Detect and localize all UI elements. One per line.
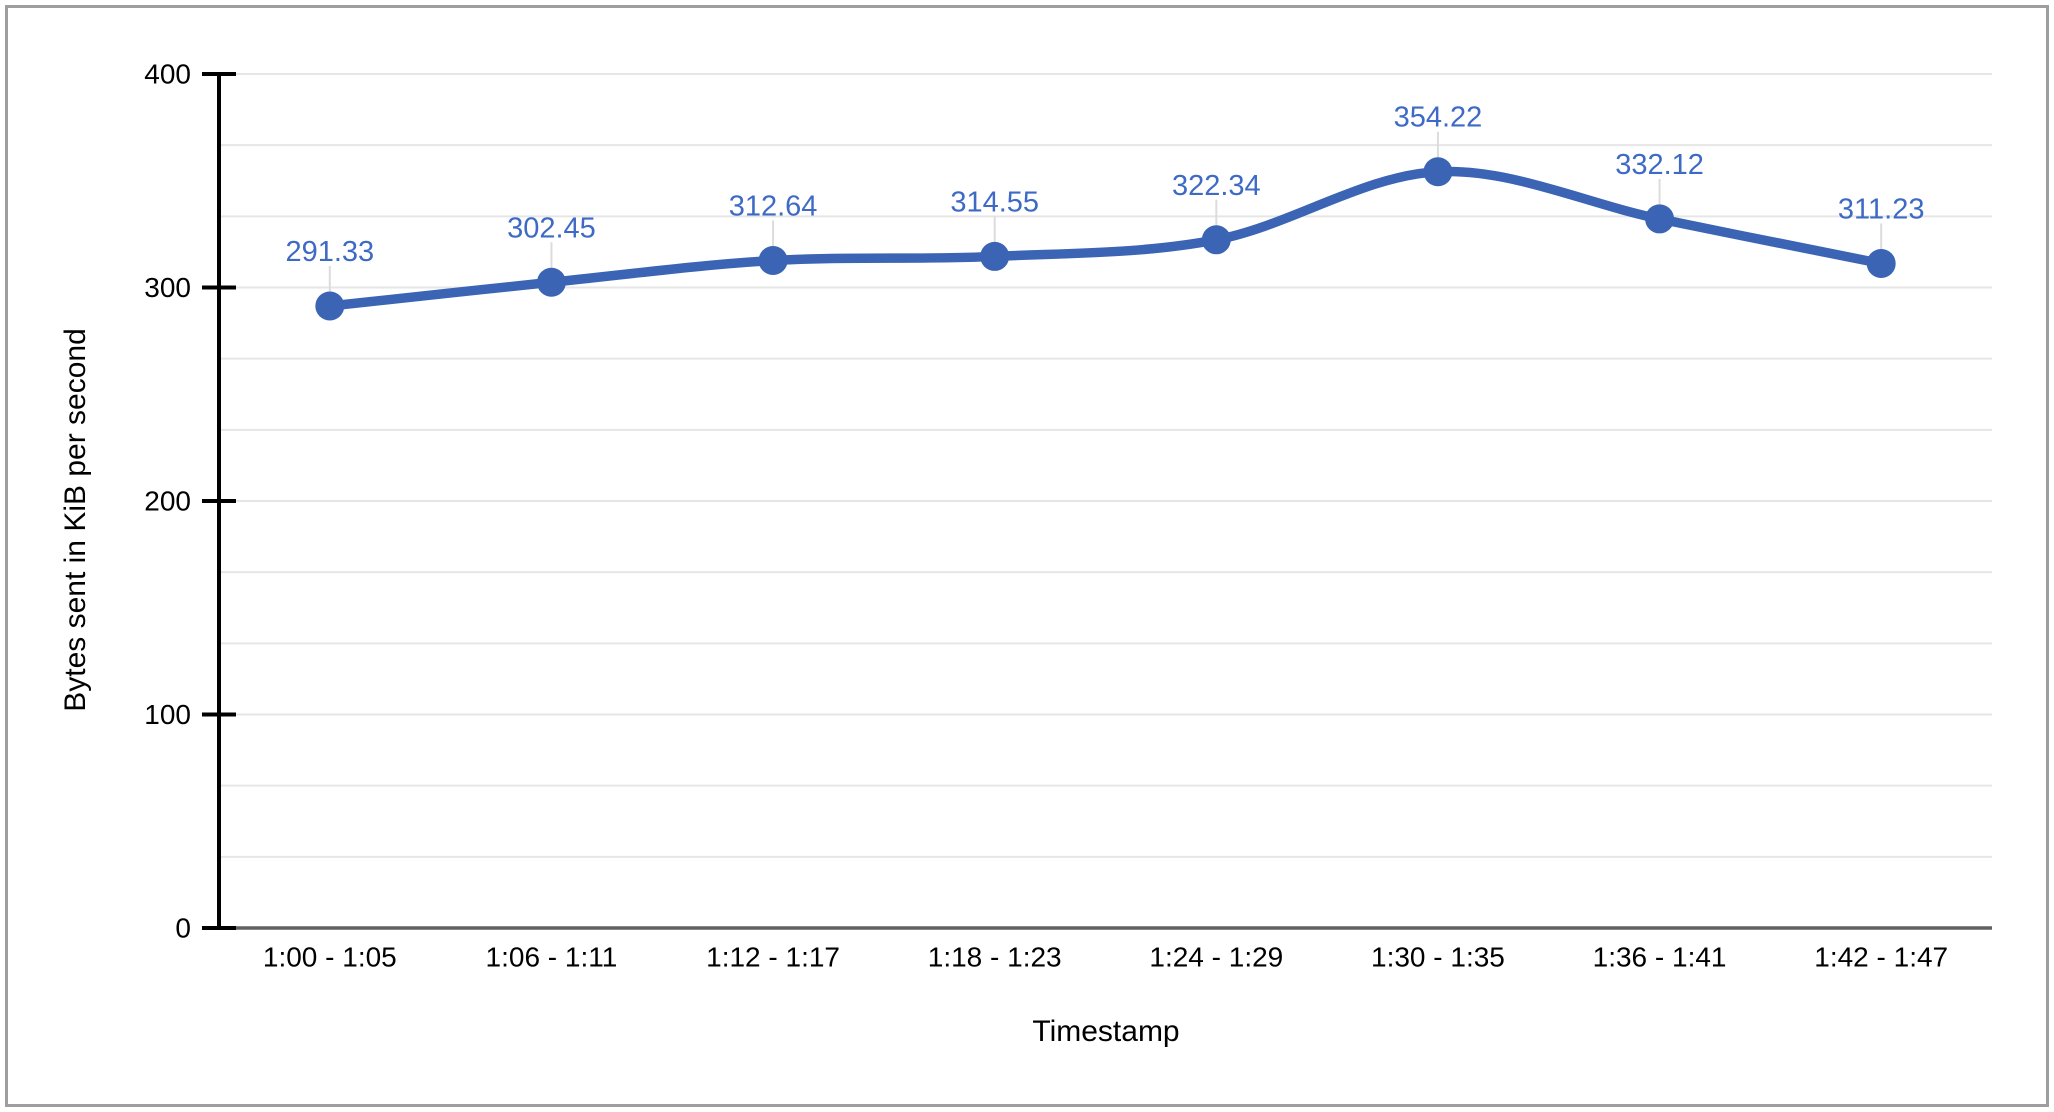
data-point-label: 291.33 <box>285 236 374 268</box>
x-tick-label: 1:00 - 1:05 <box>263 942 397 973</box>
data-point <box>1201 225 1231 255</box>
data-point <box>1645 204 1675 234</box>
data-point <box>758 246 788 276</box>
x-axis-title: Timestamp <box>1032 1015 1180 1048</box>
x-tick-label: 1:12 - 1:17 <box>706 942 840 973</box>
y-tick-label: 200 <box>144 486 191 517</box>
x-tick-label: 1:36 - 1:41 <box>1593 942 1727 973</box>
data-point-label: 312.64 <box>729 191 818 223</box>
data-point <box>536 267 566 297</box>
y-axis-title: Bytes sent in KiB per second <box>59 328 92 712</box>
x-tick-label: 1:30 - 1:35 <box>1371 942 1505 973</box>
y-tick-label: 0 <box>175 913 191 944</box>
y-tick-label: 100 <box>144 699 191 730</box>
data-point-label: 354.22 <box>1394 102 1483 134</box>
x-tick-label: 1:18 - 1:23 <box>928 942 1062 973</box>
data-point-label: 314.55 <box>950 186 1039 218</box>
series-line <box>325 166 1886 311</box>
x-tick-label: 1:42 - 1:47 <box>1814 942 1948 973</box>
data-point-label: 311.23 <box>1838 194 1925 226</box>
data-point-label: 322.34 <box>1172 170 1261 202</box>
data-point-label: 332.12 <box>1615 149 1704 181</box>
data-point <box>1866 249 1896 279</box>
x-tick-label: 1:06 - 1:11 <box>486 942 618 973</box>
data-point <box>1423 157 1453 187</box>
y-tick-label: 400 <box>144 59 191 90</box>
chart-outer-border <box>5 5 2049 1107</box>
x-tick-label: 1:24 - 1:29 <box>1149 942 1283 973</box>
data-point <box>980 241 1010 271</box>
y-tick-label: 300 <box>144 272 191 303</box>
data-point-label: 302.45 <box>507 212 596 244</box>
data-point <box>315 291 345 321</box>
